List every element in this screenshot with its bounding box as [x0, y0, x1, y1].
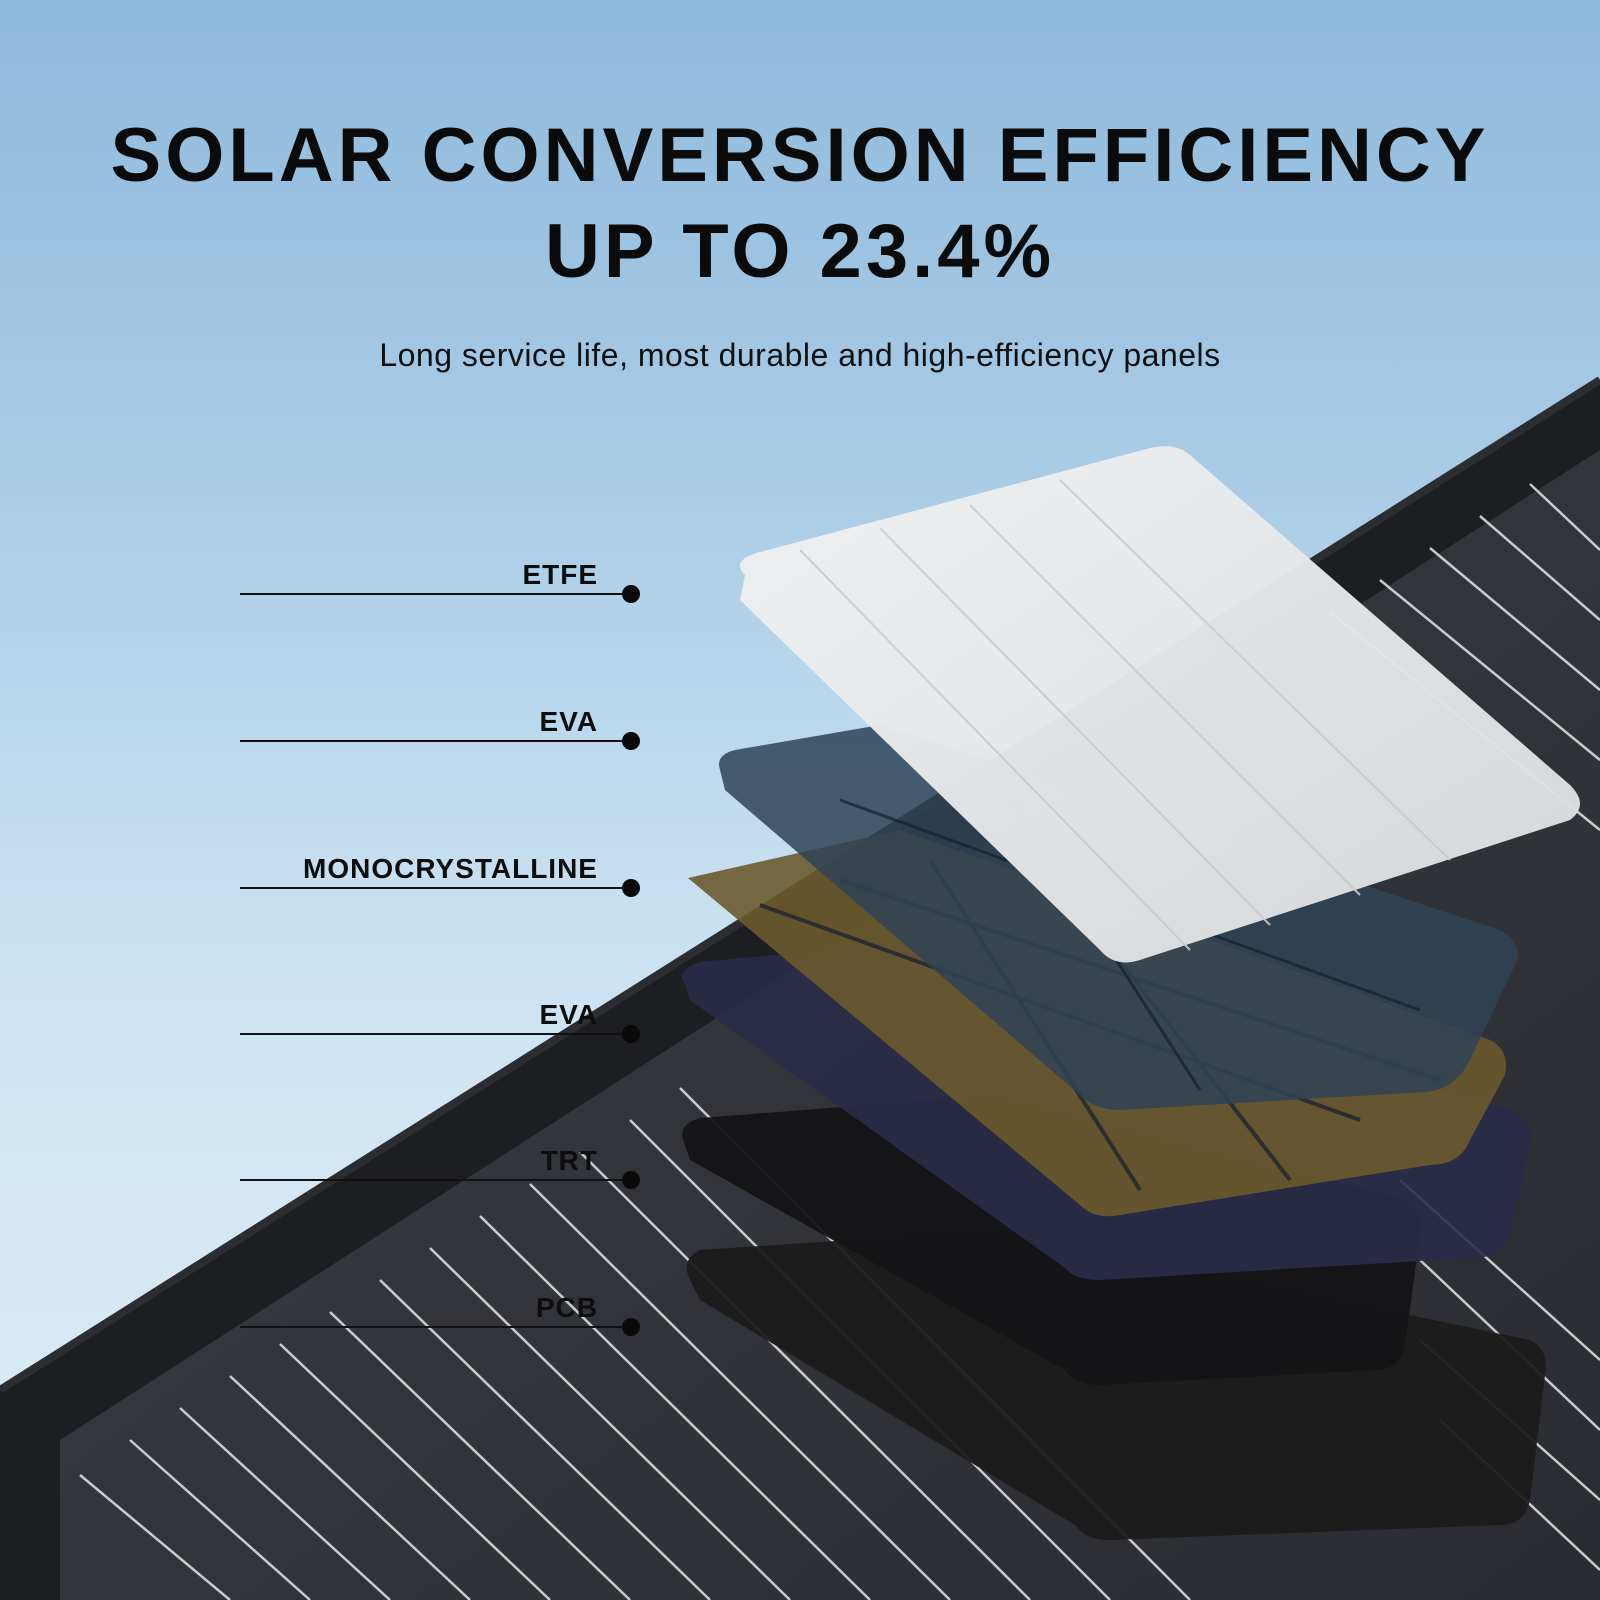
callout-label: EVA — [539, 706, 598, 737]
callout-dot — [622, 585, 640, 603]
headline-line-2: UP TO 23.4% — [544, 209, 1056, 294]
callout-label: EVA — [539, 999, 598, 1030]
callout-label: TRT — [540, 1145, 598, 1176]
callout-etfe: ETFE — [240, 559, 640, 603]
callout-leader-line — [240, 887, 630, 889]
callout-eva-upper: EVA — [240, 706, 640, 750]
headline-line-1: SOLAR CONVERSION EFFICIENCY — [110, 113, 1490, 198]
callout-trt: TRT — [240, 1145, 640, 1189]
callout-leader-line — [240, 1179, 630, 1181]
callout-label: MONOCRYSTALLINE — [303, 853, 598, 884]
callout-leader-line — [240, 1326, 630, 1328]
callout-leader-line — [240, 740, 630, 742]
layer-etfe-sheet — [740, 446, 1580, 963]
callout-dot — [622, 732, 640, 750]
callout-leader-line — [240, 1033, 630, 1035]
callout-label: ETFE — [522, 559, 598, 590]
callout-monocrystalline: MONOCRYSTALLINE — [240, 853, 640, 897]
callout-pcb: PCB — [240, 1292, 640, 1336]
subheadline: Long service life, most durable and high… — [379, 337, 1221, 373]
headline: SOLAR CONVERSION EFFICIENCY UP TO 23.4% — [0, 108, 1600, 300]
callout-eva-lower: EVA — [240, 999, 640, 1043]
callout-leader-line — [240, 593, 630, 595]
callout-label: PCB — [535, 1292, 598, 1323]
callout-dot — [622, 1318, 640, 1336]
callout-dot — [622, 879, 640, 897]
callout-dot — [622, 1025, 640, 1043]
callout-dot — [622, 1171, 640, 1189]
